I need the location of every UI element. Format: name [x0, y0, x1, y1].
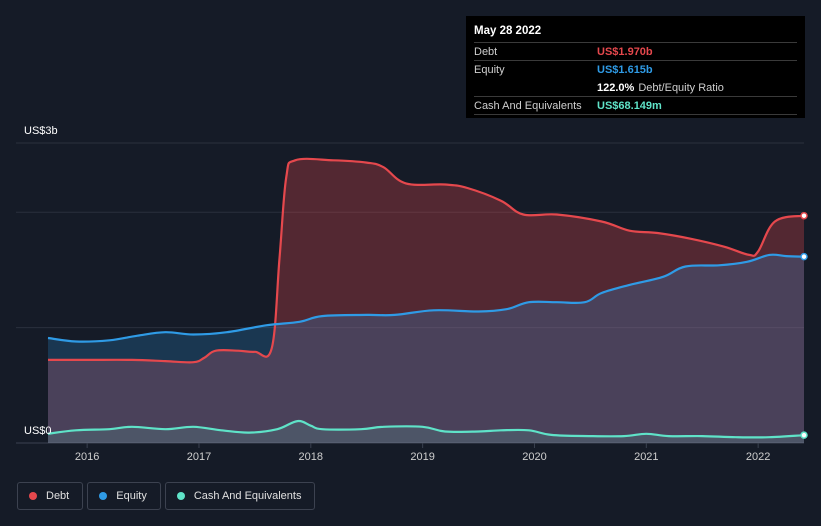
series-areas	[48, 158, 804, 443]
legend-item-debt[interactable]: Debt	[17, 482, 84, 510]
grid-lines	[16, 142, 804, 448]
legend-debt-dot-icon	[29, 492, 37, 500]
tooltip-equity-label: Equity	[474, 63, 505, 76]
tooltip-cash-label: Cash And Equivalents	[474, 99, 582, 112]
equity-area	[48, 254, 804, 443]
x-tick-label: 2020	[522, 451, 547, 463]
tooltip-cash-value: US$68.149m	[597, 99, 662, 112]
legend-debt-label: Debt	[46, 490, 70, 502]
tooltip-ratio-value: 122.0%	[597, 81, 635, 94]
equity-line	[47, 253, 805, 343]
tooltip-row-cash: Cash And Equivalents US$68.149m	[474, 96, 797, 115]
x-tick-label: 2018	[298, 451, 324, 463]
tooltip-debt-value: US$1.970b	[597, 45, 653, 58]
x-tick-label: 2016	[74, 451, 100, 463]
series-lines	[47, 157, 805, 439]
tooltip-row-ratio: 122.0% Debt/Equity Ratio	[474, 78, 797, 96]
debt-line	[48, 157, 805, 364]
x-tick-label: 2022	[745, 451, 771, 463]
tooltip-date: May 28 2022	[474, 25, 542, 37]
equity-end-marker	[800, 252, 808, 261]
legend-cash-dot-icon	[176, 492, 185, 500]
tooltip-equity-value: US$1.615b	[597, 63, 653, 76]
tooltip-row-equity: Equity US$1.615b	[474, 60, 797, 78]
x-tick-label: 2017	[186, 451, 212, 463]
tooltip-debt-label: Debt	[474, 45, 498, 58]
series-end-markers	[800, 211, 808, 439]
legend-cash-label: Cash And Equivalents	[193, 490, 302, 502]
x-tick-label: 2021	[634, 451, 659, 463]
legend-equity-label: Equity	[116, 490, 147, 502]
y-axis-bottom-label: US$0	[24, 425, 52, 437]
chart-tooltip: May 28 2022 Debt US$1.970b Equity US$1.6…	[466, 16, 805, 118]
chart-legend: Debt Equity Cash And Equivalents	[17, 482, 316, 510]
y-axis-top-label: US$3b	[24, 125, 58, 137]
legend-equity-dot-icon	[99, 492, 108, 500]
cash-end-marker	[800, 431, 808, 439]
legend-item-cash[interactable]: Cash And Equivalents	[164, 482, 316, 510]
tooltip-ratio-label: Debt/Equity Ratio	[638, 81, 724, 94]
x-tick-label: 2019	[410, 451, 435, 463]
tooltip-row-debt: Debt US$1.970b	[474, 42, 797, 60]
debt-area	[48, 158, 804, 443]
legend-item-equity[interactable]: Equity	[87, 482, 161, 510]
cash-line	[47, 419, 805, 439]
debt-end-marker	[800, 211, 808, 220]
cash-area	[48, 421, 804, 443]
